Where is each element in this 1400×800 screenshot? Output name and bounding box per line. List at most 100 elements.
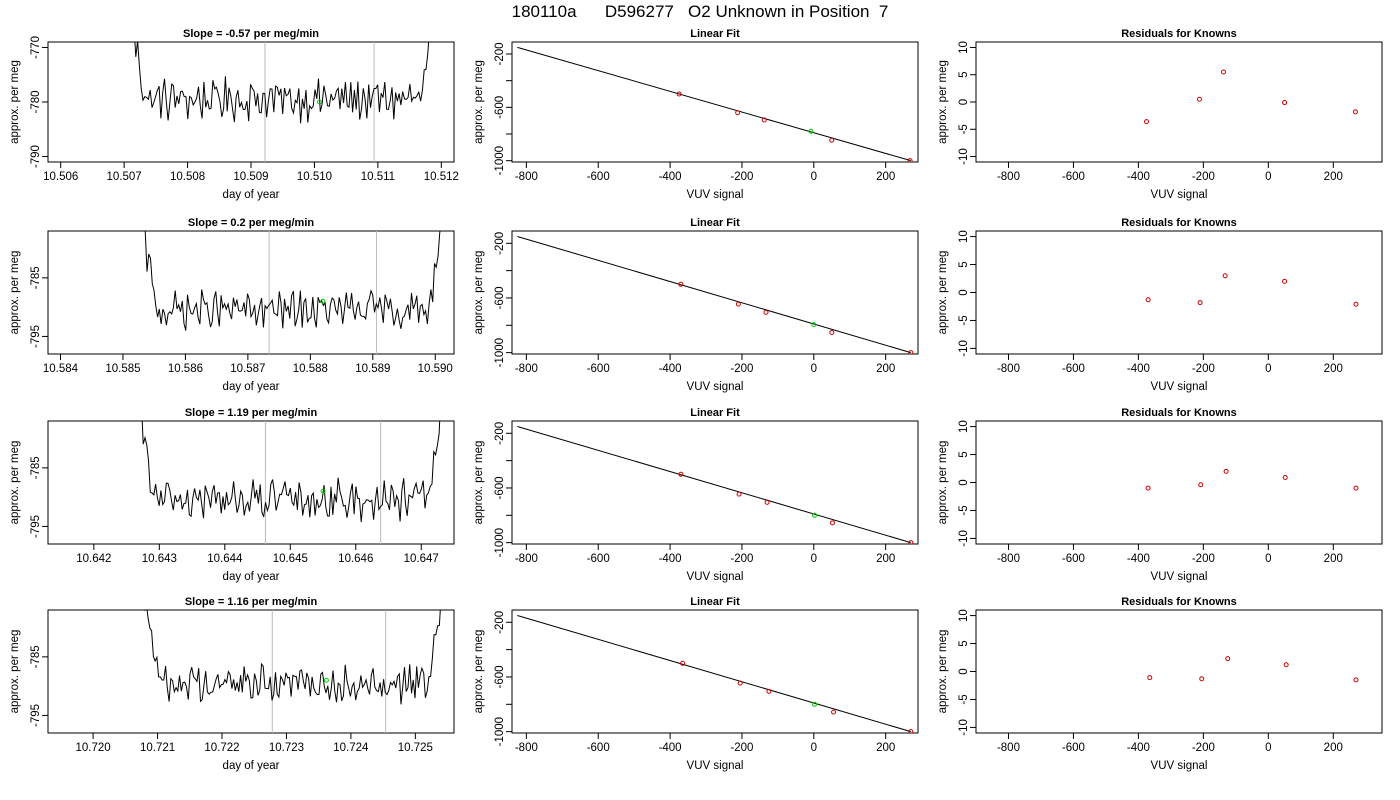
panel-1-2: Linear Fit -800 -600 -400 -200 0 200 -1000 -600 -…: [473, 28, 919, 201]
x-tick-label: -600: [587, 363, 610, 375]
figure-title: 180110a D596277 O2 Unknown in Position 7: [511, 2, 889, 21]
y-tick-label: 0: [958, 479, 970, 485]
x-axis-label: VUV signal: [1151, 381, 1208, 393]
y-tick-label: 0: [958, 668, 970, 674]
x-tick-label: -800: [515, 553, 538, 565]
panel-title: Residuals for Knowns: [1121, 596, 1237, 608]
y-axis-label: approx. per meg: [937, 251, 949, 335]
y-tick-label: 5: [958, 451, 970, 457]
residual-point: [1352, 109, 1358, 115]
panel-title: Slope = -0.57 per meg/min: [183, 28, 319, 40]
panel-1-1: Slope = -0.57 per meg/min 10.506 10.507 10.…: [9, 28, 459, 201]
x-tick-label: -400: [1127, 171, 1150, 183]
residual-point: [1220, 69, 1226, 75]
x-tick-label: 0: [811, 363, 817, 375]
residual-point: [1353, 485, 1359, 491]
unknown-point: [808, 128, 814, 134]
unknown-point: [811, 322, 817, 328]
known-point: [678, 281, 684, 287]
x-tick-label: -200: [1192, 553, 1215, 565]
x-tick-label: 10.643: [142, 553, 177, 565]
x-tick-label: -200: [1192, 363, 1215, 375]
residual-point: [1282, 474, 1288, 480]
y-tick-label: -5: [958, 694, 970, 704]
known-point: [735, 110, 741, 116]
plot-frame: [47, 609, 455, 734]
panel-title: Slope = 1.19 per meg/min: [185, 407, 318, 419]
x-tick-label: -600: [587, 171, 610, 183]
y-tick-label: -785: [30, 645, 42, 668]
x-tick-label: 10.725: [398, 742, 433, 754]
y-axis-label: approx. per meg: [473, 251, 485, 335]
x-tick-label: -200: [730, 553, 753, 565]
x-axis-label: VUV signal: [1151, 760, 1208, 772]
x-axis-label: day of year: [223, 189, 280, 201]
plot-frame: [975, 230, 1383, 355]
y-tick-label: -10: [958, 340, 970, 357]
y-tick-label: -785: [30, 456, 42, 479]
x-tick-label: 10.584: [43, 363, 79, 375]
x-tick-label: -600: [587, 553, 610, 565]
x-tick-label: 10.721: [140, 742, 175, 754]
x-tick-label: 200: [876, 363, 895, 375]
known-point: [829, 137, 835, 143]
x-tick-label: 0: [1265, 742, 1271, 754]
x-tick-label: -800: [997, 363, 1020, 375]
x-tick-label: 10.588: [293, 363, 328, 375]
y-axis-label: approx. per meg: [473, 60, 485, 144]
known-point: [766, 688, 772, 694]
x-tick-label: 200: [876, 742, 895, 754]
known-point: [678, 471, 684, 477]
x-tick-label: 10.644: [207, 553, 243, 565]
plot-frame: [47, 230, 455, 355]
x-tick-label: 0: [811, 742, 817, 754]
signal-trace: [134, 42, 430, 124]
residual-point: [1353, 677, 1359, 683]
known-point: [676, 91, 682, 97]
plot-frame: [511, 41, 919, 163]
y-tick-label: 5: [958, 261, 970, 267]
x-tick-label: -800: [997, 553, 1020, 565]
fit-line: [517, 235, 911, 354]
y-tick-label: -10: [958, 148, 970, 165]
residual-point: [1222, 273, 1228, 279]
x-tick-label: 10.510: [297, 171, 332, 183]
y-tick-label: -200: [494, 422, 506, 445]
residual-point: [1353, 301, 1359, 307]
x-tick-label: -400: [659, 553, 682, 565]
known-point: [829, 330, 835, 336]
x-tick-label: 10.724: [333, 742, 369, 754]
panel-title: Residuals for Knowns: [1121, 407, 1237, 419]
x-axis-label: VUV signal: [1151, 571, 1208, 583]
plot-frame: [975, 420, 1383, 545]
x-axis-label: VUV signal: [687, 189, 744, 201]
unknown-point: [320, 298, 326, 304]
y-tick-label: -600: [494, 286, 506, 309]
residual-point: [1199, 676, 1205, 682]
x-tick-label: 10.587: [230, 363, 265, 375]
known-point: [907, 158, 913, 162]
unknown-point: [317, 99, 323, 105]
x-tick-label: -400: [659, 742, 682, 754]
panel-1-3: Residuals for Knowns -800 -600 -400 -200 0 200…: [937, 28, 1383, 201]
panel-title: Linear Fit: [690, 217, 740, 229]
y-tick-label: -1000: [494, 338, 506, 367]
y-axis-label: approx. per meg: [473, 441, 485, 525]
x-tick-label: -600: [1062, 171, 1085, 183]
y-tick-label: -785: [30, 266, 42, 289]
known-point: [908, 729, 914, 733]
y-axis-label: approx. per meg: [9, 60, 21, 144]
y-tick-label: -1000: [494, 528, 506, 557]
fit-line: [517, 614, 911, 733]
plot-frame: [511, 609, 919, 734]
y-tick-label: -795: [30, 325, 42, 348]
x-tick-label: -200: [730, 171, 753, 183]
known-point: [763, 309, 769, 315]
x-tick-label: 10.511: [361, 171, 395, 183]
panel-2-3: Residuals for Knowns -800 -600 -400 -200 0 200…: [937, 217, 1383, 393]
y-tick-label: -600: [494, 665, 506, 688]
y-tick-label: 0: [958, 99, 970, 105]
signal-trace: [144, 231, 441, 331]
panel-3-3: Residuals for Knowns -800 -600 -400 -200 0 200…: [937, 407, 1383, 583]
